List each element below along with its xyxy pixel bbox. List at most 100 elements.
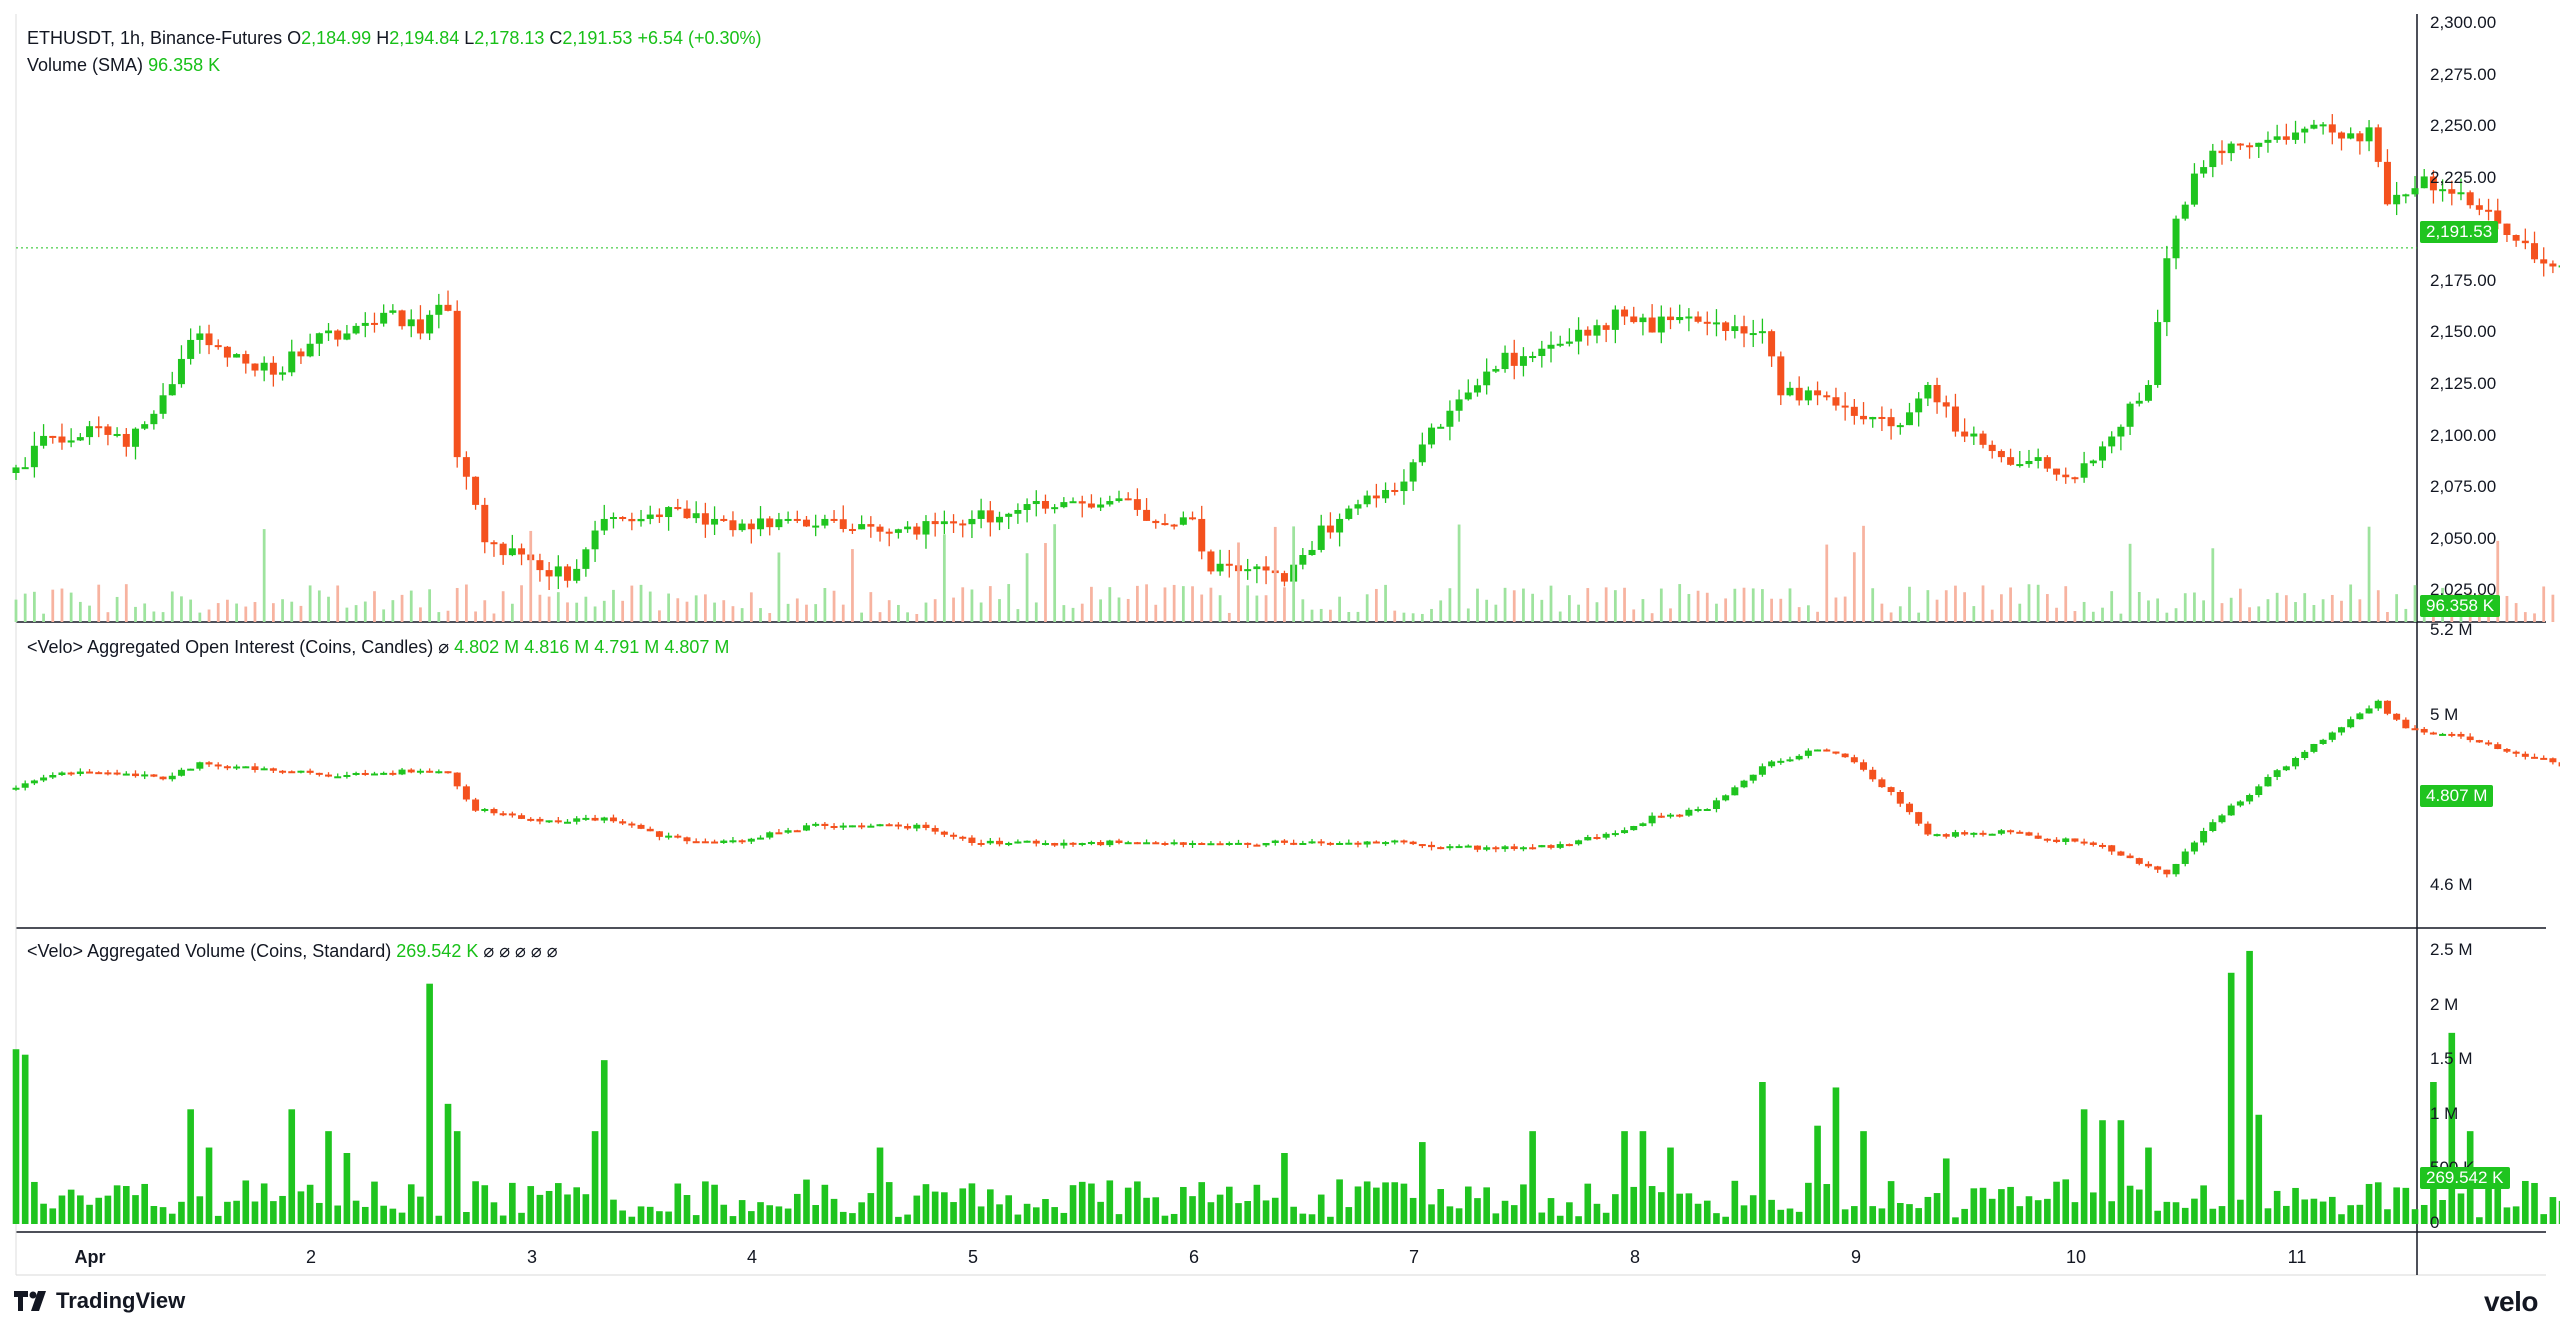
oi-candle <box>251 766 259 770</box>
price-candle <box>343 333 351 340</box>
oi-candle <box>2301 751 2309 758</box>
price-candle <box>168 384 176 396</box>
volume-bar <box>161 612 165 622</box>
agg-volume-bar <box>2007 1186 2014 1224</box>
volume-bar <box>676 598 680 622</box>
oi-candle <box>1428 844 1436 848</box>
volume-bar <box>419 607 422 622</box>
price-candle <box>1584 329 1592 336</box>
price-candle <box>242 354 250 364</box>
price-candle <box>2255 142 2263 147</box>
oi-candle <box>2374 700 2382 709</box>
volume-bar <box>1797 607 1801 622</box>
oi-candle <box>536 818 544 822</box>
volume-bar <box>1889 612 1893 622</box>
volume-bar <box>1356 611 1360 622</box>
agg-volume-bar <box>214 1215 222 1224</box>
oi-candle <box>2172 863 2180 875</box>
price-candle <box>49 435 57 438</box>
price-candle <box>1418 444 1426 463</box>
price-candle <box>1611 309 1619 330</box>
volume-bar <box>1641 599 1645 622</box>
agg-volume-bar <box>1170 1213 1178 1224</box>
price-candle <box>894 529 902 533</box>
change-value: +6.54 (+0.30%) <box>637 28 762 48</box>
oi-legend[interactable]: <Velo> Aggregated Open Interest (Coins, … <box>27 636 729 658</box>
oi-candle <box>416 770 424 773</box>
price-candle <box>1032 501 1040 505</box>
tradingview-logo[interactable]: TradingView <box>14 1288 185 1314</box>
agg-volume-bar <box>270 1201 277 1224</box>
agg-volume-bar <box>453 1131 461 1224</box>
volume-bar <box>547 596 551 622</box>
agg-volume-bar <box>2485 1179 2492 1224</box>
oi-candle <box>720 840 728 843</box>
oi-candle <box>1446 846 1454 849</box>
oi-candle <box>2521 753 2529 757</box>
price-candle <box>1685 316 1693 319</box>
oi-candle <box>867 825 875 828</box>
agg-volume-bar <box>509 1182 516 1224</box>
oi-candle <box>2025 832 2033 836</box>
volume-bar <box>78 601 82 622</box>
volume-bar <box>1632 609 1636 622</box>
volume-bar <box>1338 596 1341 622</box>
price-candle <box>2264 139 2272 143</box>
volume-bar <box>658 610 661 622</box>
oi-candle <box>784 830 792 833</box>
volume-tick: 1.5 M <box>2430 1049 2473 1069</box>
volume-bar <box>685 601 689 622</box>
oi-candle <box>2356 713 2364 720</box>
price-candle <box>1556 343 1564 346</box>
volume-bar <box>446 610 450 622</box>
volume-bar <box>703 594 707 622</box>
price-candle <box>1363 495 1371 505</box>
oi-candle <box>1519 847 1527 850</box>
agg-volume-bar <box>2255 1114 2263 1224</box>
volume-bar <box>2018 603 2022 622</box>
volume-bar <box>97 584 101 622</box>
price-candle <box>2016 464 2024 467</box>
volume-bar <box>1329 609 1332 622</box>
agg-volume-bar <box>1032 1207 1040 1224</box>
price-candle <box>2117 426 2125 437</box>
oi-candle <box>1896 792 1904 804</box>
agg-volume-bar <box>2126 1185 2134 1224</box>
oi-candle <box>2117 851 2125 856</box>
oi-candle <box>1795 755 1803 760</box>
agg-volume-bar <box>2163 1201 2171 1224</box>
volume-bar <box>2119 613 2123 622</box>
price-candle <box>315 333 323 344</box>
price-candle <box>1676 317 1684 321</box>
price-candle <box>122 433 130 447</box>
price-candle <box>1133 499 1141 510</box>
volume-bar <box>1374 588 1378 622</box>
volume-bar <box>391 600 395 622</box>
price-candle <box>1428 427 1436 445</box>
oi-candle <box>1299 843 1307 845</box>
oi-candle <box>2181 851 2189 864</box>
volume-bar <box>1503 587 1507 622</box>
oi-candle <box>940 831 948 835</box>
agg-volume-bar <box>591 1131 599 1224</box>
oi-candle <box>757 837 765 840</box>
volume-legend[interactable]: Volume (SMA) 96.358 K <box>27 54 220 76</box>
symbol-legend[interactable]: ETHUSDT, 1h, Binance-Futures O2,184.99 H… <box>27 27 762 49</box>
oi-candle <box>131 773 139 777</box>
volume-bar <box>1209 587 1213 622</box>
oi-candle <box>1915 812 1923 824</box>
volume-bar <box>1218 595 1222 622</box>
oi-candle <box>1575 840 1583 845</box>
oi-candle <box>1951 832 1959 837</box>
price-candle <box>1777 356 1785 396</box>
price-candle <box>67 440 75 443</box>
oi-candle <box>1345 842 1353 845</box>
price-candle <box>1464 392 1472 400</box>
volume-bar <box>1604 587 1608 622</box>
agg-volume-legend[interactable]: <Velo> Aggregated Volume (Coins, Standar… <box>27 940 558 962</box>
volume-bar <box>667 593 670 622</box>
agg-volume-bar <box>2218 1206 2226 1224</box>
oi-candle <box>977 843 985 845</box>
oi-candle <box>2163 869 2171 875</box>
